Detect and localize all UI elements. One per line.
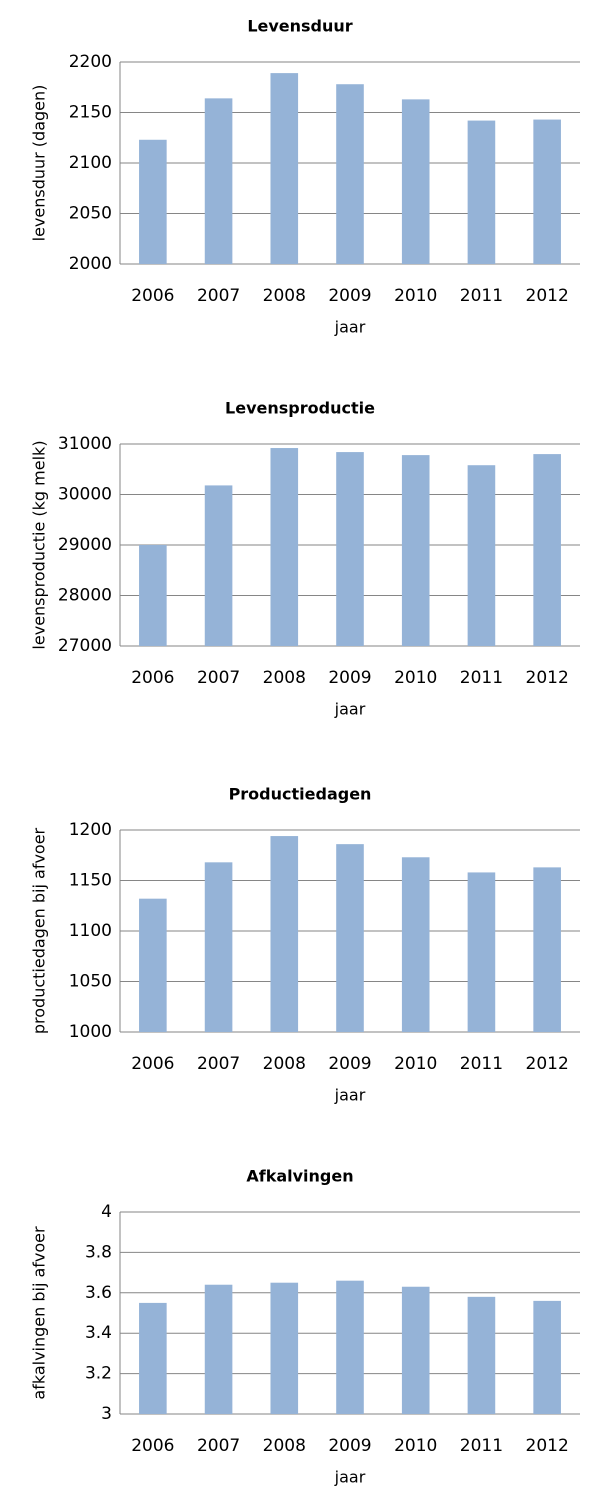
y-tick-label: 2000: [69, 254, 112, 274]
bar: [401, 857, 430, 1032]
x-tick-label: 2012: [526, 668, 569, 688]
y-tick-label: 3.4: [85, 1323, 112, 1343]
x-tick-label: 2009: [328, 668, 371, 688]
x-tick-label: 2006: [131, 668, 174, 688]
chart-title: Levensduur: [247, 17, 352, 36]
bar: [204, 98, 233, 264]
x-tick-label: 2011: [460, 1054, 503, 1074]
bar: [336, 1280, 364, 1414]
x-axis-label: jaar: [334, 1468, 366, 1487]
bar: [270, 73, 299, 264]
y-tick-label: 3.8: [85, 1242, 112, 1262]
y-axis-label: levensduur (dagen): [30, 85, 49, 242]
y-tick-label: 3.2: [85, 1364, 112, 1384]
bar: [467, 872, 496, 1032]
bar: [533, 454, 561, 646]
bar: [204, 862, 233, 1032]
y-tick-label: 27000: [58, 636, 112, 656]
bar: [467, 120, 496, 264]
bar: [467, 1296, 496, 1414]
x-axis-label: jaar: [334, 318, 366, 337]
y-tick-label: 2200: [69, 52, 112, 72]
x-tick-label: 2010: [394, 668, 437, 688]
y-tick-label: 3.6: [85, 1283, 112, 1303]
y-tick-label: 1200: [69, 820, 112, 840]
bar: [139, 898, 167, 1032]
bar: [533, 867, 561, 1032]
chart-title: Productiedagen: [229, 785, 372, 804]
x-tick-label: 2007: [197, 1436, 240, 1456]
y-axis-label: levensproductie (kg melk): [30, 440, 49, 649]
x-tick-label: 2010: [394, 286, 437, 306]
bar: [204, 1284, 233, 1414]
y-tick-label: 2150: [69, 103, 112, 123]
chart-title: Levensproductie: [225, 399, 375, 418]
x-tick-label: 2006: [131, 286, 174, 306]
bar: [270, 1282, 299, 1414]
x-tick-label: 2009: [328, 286, 371, 306]
bar: [204, 485, 233, 646]
x-tick-label: 2011: [460, 286, 503, 306]
bar: [401, 1286, 430, 1414]
x-tick-label: 2007: [197, 286, 240, 306]
bar: [533, 119, 561, 264]
bar: [467, 465, 496, 646]
y-tick-label: 3: [101, 1404, 112, 1424]
bar: [401, 455, 430, 646]
bar: [336, 84, 364, 264]
chart-title: Afkalvingen: [246, 1167, 353, 1186]
bar: [533, 1300, 561, 1414]
bar: [270, 448, 299, 646]
y-tick-label: 1000: [69, 1022, 112, 1042]
x-tick-label: 2010: [394, 1436, 437, 1456]
y-tick-label: 28000: [58, 586, 112, 606]
x-tick-label: 2008: [263, 286, 306, 306]
x-tick-label: 2011: [460, 1436, 503, 1456]
bar: [270, 836, 299, 1032]
x-tick-label: 2006: [131, 1436, 174, 1456]
y-tick-label: 30000: [58, 485, 112, 505]
bar: [336, 452, 364, 646]
y-tick-label: 31000: [58, 434, 112, 454]
bar: [139, 139, 167, 264]
x-tick-label: 2012: [526, 1054, 569, 1074]
x-tick-label: 2010: [394, 1054, 437, 1074]
y-tick-label: 4: [101, 1202, 112, 1222]
y-tick-label: 2100: [69, 153, 112, 173]
y-tick-label: 29000: [58, 535, 112, 555]
bar: [336, 844, 364, 1032]
x-tick-label: 2012: [526, 1436, 569, 1456]
y-tick-label: 1150: [69, 871, 112, 891]
x-tick-label: 2007: [197, 668, 240, 688]
bar: [139, 545, 167, 646]
bar: [139, 1302, 167, 1414]
x-axis-label: jaar: [334, 1086, 366, 1105]
x-tick-label: 2009: [328, 1054, 371, 1074]
x-axis-label: jaar: [334, 700, 366, 719]
x-tick-label: 2011: [460, 668, 503, 688]
y-tick-label: 1100: [69, 921, 112, 941]
y-axis-label: afkalvingen bij afvoer: [30, 1226, 49, 1400]
x-tick-label: 2007: [197, 1054, 240, 1074]
y-axis-label: productiedagen bij afvoer: [30, 827, 49, 1034]
x-tick-label: 2008: [263, 1054, 306, 1074]
y-tick-label: 2050: [69, 204, 112, 224]
x-tick-label: 2006: [131, 1054, 174, 1074]
x-tick-label: 2009: [328, 1436, 371, 1456]
x-tick-label: 2008: [263, 1436, 306, 1456]
x-tick-label: 2008: [263, 668, 306, 688]
x-tick-label: 2012: [526, 286, 569, 306]
y-tick-label: 1050: [69, 972, 112, 992]
bar: [401, 99, 430, 265]
